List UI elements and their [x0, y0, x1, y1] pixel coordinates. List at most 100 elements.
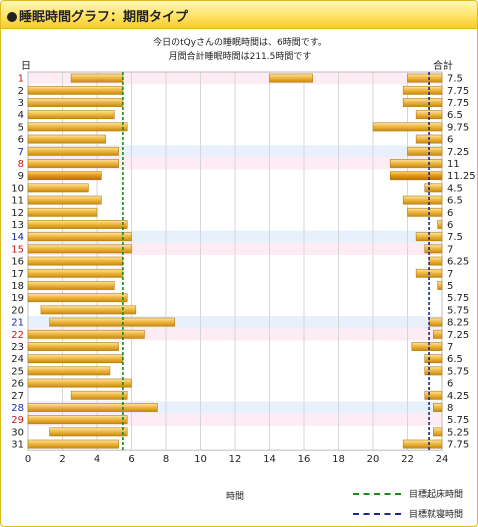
day-label-7: 7: [18, 147, 24, 158]
x-tick-label-12: 12: [229, 454, 242, 465]
total-label-day-10: 4.5: [447, 183, 463, 194]
day-label-20: 20: [11, 305, 24, 316]
sleep-bar-day-1-2: [269, 73, 313, 83]
sleep-bar-day-24-1: [27, 354, 124, 364]
x-tick-label-24: 24: [436, 454, 449, 465]
day-label-1: 1: [18, 74, 24, 85]
sleep-bar-day-5-1: [27, 122, 128, 132]
total-label-day-5: 9.75: [447, 122, 469, 133]
sleep-bar-day-18-1: [27, 281, 115, 290]
sleep-bar-day-12-1: [27, 207, 98, 217]
total-label-day-3: 7.75: [447, 98, 469, 109]
x-tick-label-0: 0: [25, 454, 31, 465]
sleep-bar-day-31-2: [402, 439, 443, 449]
sleep-bar-day-25-1: [27, 366, 111, 376]
sleep-bar-day-28-2: [433, 403, 443, 412]
total-label-day-31: 7.75: [447, 440, 469, 451]
sleep-bar-day-22-2: [433, 329, 443, 339]
sleep-bar-day-8-1: [27, 159, 119, 168]
total-label-day-2: 7.75: [447, 86, 469, 97]
day-label-4: 4: [18, 110, 24, 121]
sleep-bar-day-27-2: [424, 390, 443, 400]
total-label-day-4: 6.5: [447, 110, 463, 121]
sleep-bar-day-9-1: [27, 171, 102, 181]
x-tick-label-6: 6: [128, 454, 134, 465]
day-label-14: 14: [11, 232, 24, 243]
sleep-bar-day-2-2: [402, 85, 443, 95]
total-label-day-19: 5.75: [447, 293, 469, 304]
total-label-day-14: 7.5: [447, 232, 463, 243]
sleep-bar-day-10-1: [27, 183, 89, 193]
sleep-bar-day-22-1: [27, 329, 145, 339]
sleep-bar-day-4-1: [27, 110, 115, 120]
total-label-day-16: 6.25: [447, 257, 469, 268]
total-label-day-26: 6: [447, 379, 453, 390]
sleep-bar-day-16-2: [428, 256, 443, 266]
total-label-day-9: 11.25: [447, 171, 476, 182]
x-tick-label-10: 10: [194, 454, 207, 465]
sleep-bar-day-9-2: [389, 171, 443, 181]
day-label-24: 24: [11, 354, 24, 365]
day-label-22: 22: [11, 330, 24, 341]
sleep-bar-day-30-1: [49, 427, 128, 437]
day-column-header: 日: [21, 61, 31, 72]
sleep-bar-day-19-1: [27, 293, 128, 303]
day-label-6: 6: [18, 135, 24, 146]
sleep-bar-day-31-1: [27, 439, 119, 449]
sleep-bar-day-29-1: [27, 415, 128, 425]
today-sleep-summary: 今日のtQyさんの睡眠時間は、6時間です。: [153, 38, 327, 48]
total-label-day-8: 11: [447, 159, 460, 170]
x-tick-label-8: 8: [163, 454, 169, 465]
sleep-bar-day-6-1: [27, 134, 106, 144]
day-label-11: 11: [11, 196, 24, 207]
sleep-bar-day-7-1: [27, 146, 119, 156]
panel-title: 睡眠時間グラフ：期間タイプ: [7, 6, 188, 25]
total-label-day-13: 6: [447, 220, 453, 231]
total-label-day-23: 7: [447, 342, 453, 353]
total-label-day-30: 5.25: [447, 427, 469, 438]
sleep-bar-day-11-1: [27, 195, 102, 205]
total-label-day-21: 8.25: [447, 318, 469, 329]
sleep-bar-day-26-1: [27, 378, 132, 388]
sleep-bar-day-11-2: [402, 195, 443, 205]
sleep-bar-day-23-2: [411, 342, 443, 351]
sleep-bar-day-14-1: [27, 232, 132, 242]
total-label-day-6: 6: [447, 135, 453, 146]
panel-title-text: 睡眠時間グラフ：期間タイプ: [19, 10, 189, 25]
sleep-bar-day-30-2: [433, 427, 443, 437]
day-label-30: 30: [11, 427, 24, 438]
total-label-day-17: 7: [447, 269, 453, 280]
day-label-18: 18: [11, 281, 24, 292]
x-tick-label-2: 2: [59, 454, 65, 465]
day-label-8: 8: [18, 159, 24, 170]
sleep-bar-day-21-1: [49, 317, 175, 327]
total-label-day-11: 6.5: [447, 196, 463, 207]
legend-sleep-line: [353, 512, 401, 515]
x-tick-label-20: 20: [367, 454, 380, 465]
total-label-day-15: 7: [447, 244, 453, 255]
day-label-17: 17: [11, 269, 24, 280]
day-label-13: 13: [11, 220, 24, 231]
sleep-bar-day-8-2: [389, 159, 443, 168]
total-label-day-18: 5: [447, 281, 453, 292]
sleep-bar-day-17-1: [27, 268, 124, 278]
sleep-bar-day-15-1: [27, 244, 132, 254]
day-label-10: 10: [11, 183, 24, 194]
sleep-bar-day-28-1: [27, 403, 158, 412]
sleep-bar-day-3-2: [402, 98, 443, 107]
x-tick-label-14: 14: [263, 454, 276, 465]
day-label-23: 23: [11, 342, 24, 353]
day-label-16: 16: [11, 257, 24, 268]
total-label-day-24: 6.5: [447, 354, 463, 365]
total-label-day-20: 5.75: [447, 305, 469, 316]
day-label-21: 21: [11, 318, 24, 329]
x-axis-title: 時間: [226, 492, 245, 502]
sleep-bar-day-23-1: [27, 342, 119, 351]
sleep-bar-day-5-2: [372, 122, 443, 132]
total-label-day-22: 7.25: [447, 330, 469, 341]
sleep-bar-day-7-2: [407, 146, 443, 156]
sleep-bar-day-16-1: [27, 256, 124, 266]
sleep-bar-day-2-1: [27, 85, 124, 95]
total-label-day-1: 7.5: [447, 74, 463, 85]
